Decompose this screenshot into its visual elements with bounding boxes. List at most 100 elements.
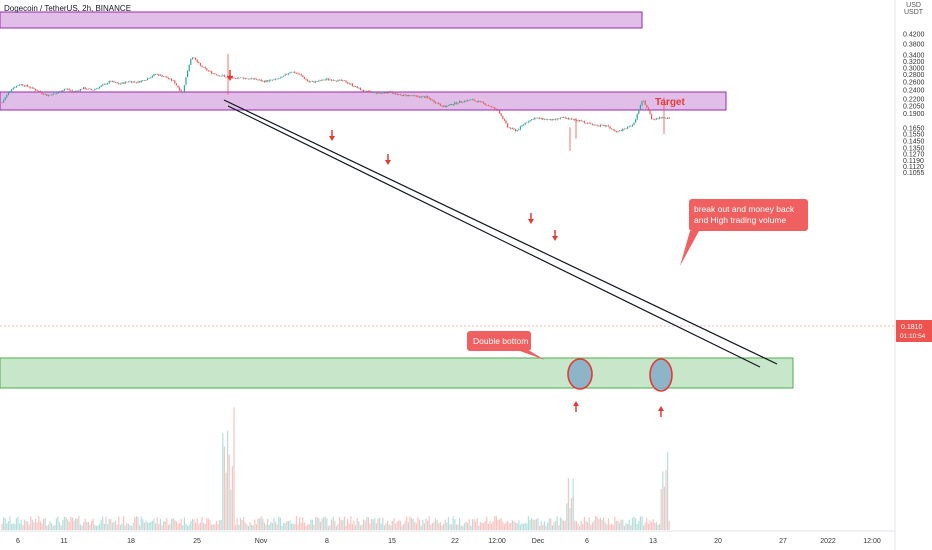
volume-bar (54, 524, 56, 530)
candle-body (612, 129, 614, 130)
price-tag-countdown: 01:10:54 (900, 333, 926, 340)
candle-body (260, 79, 262, 82)
volume-bar (663, 486, 665, 530)
volume-bar (252, 525, 254, 530)
candle-body (111, 81, 113, 82)
candle-body (241, 77, 243, 79)
candle-body (174, 80, 176, 84)
volume-bar (667, 451, 669, 530)
candle-body (393, 93, 395, 94)
up-arrow-head (658, 406, 664, 411)
volume-bar (110, 518, 112, 530)
target-zone (0, 91, 727, 111)
candle-body (115, 82, 117, 83)
candle-body (356, 86, 358, 88)
candle-body (340, 79, 342, 81)
volume-bar (411, 518, 413, 530)
volume-bar (219, 520, 221, 530)
candle-body (539, 117, 541, 119)
volume-bar (275, 521, 277, 530)
candle-body (129, 81, 131, 82)
volume-bar (35, 518, 37, 530)
volume-bar (337, 523, 339, 530)
candle-body (148, 78, 150, 79)
volume-bar (283, 523, 285, 530)
y-tick-label: 0.1120 (903, 164, 924, 171)
candle-body (163, 76, 165, 78)
candle-body (334, 80, 336, 81)
volume-bar (116, 524, 118, 530)
volume-bar (158, 523, 160, 530)
volume-bar (33, 522, 35, 530)
candle-body (636, 113, 638, 120)
volume-bar (668, 520, 670, 530)
chart-title: Dogecoin / TetherUS, 2h, BINANCE (4, 4, 132, 13)
x-tick-label: 20 (714, 538, 722, 545)
candle-body (54, 93, 56, 95)
volume-bar (523, 524, 525, 530)
candle-body (324, 79, 326, 81)
candle-body (321, 79, 323, 81)
volume-bar (331, 519, 333, 530)
trendline-lower[interactable] (227, 105, 761, 368)
volume-bar (500, 517, 502, 530)
candle-body (579, 120, 581, 122)
volume-bar (27, 521, 29, 530)
volume-bar (166, 518, 168, 530)
volume-bar (521, 523, 523, 530)
volume-bar (12, 523, 14, 530)
candle-body (190, 59, 192, 65)
volume-bar (449, 524, 451, 530)
volume-bar (260, 516, 262, 530)
breakout-callout: break out and money back and High tradin… (680, 199, 808, 266)
candle-body (44, 94, 46, 95)
volume-bar (153, 518, 155, 530)
candle-body (422, 96, 424, 97)
time-axis[interactable]: 6 11 18 25 Nov 8 15 22 12:00 Dec 6 13 20 27 2022 12:00 (0, 530, 895, 545)
volume-bar (6, 523, 8, 530)
candle-body (36, 90, 38, 91)
price-axis[interactable]: 0.4200 0.3800 0.34000.32000.30000.28000.26… (894, 0, 925, 550)
volume-bar (510, 522, 512, 530)
volume-bar (361, 524, 363, 530)
x-tick-label: 8 (325, 538, 329, 545)
candle-body (527, 121, 529, 123)
volume-bar (478, 525, 480, 530)
candle-body (643, 100, 645, 102)
volume-bar (343, 516, 345, 530)
candle-body (542, 117, 544, 120)
candle-body (63, 89, 65, 91)
candle-body (647, 107, 649, 111)
candle-body (611, 128, 613, 130)
candle-body (564, 117, 566, 119)
volume-bar (38, 516, 40, 530)
volume-bar (495, 516, 497, 530)
volume-bar (119, 525, 121, 530)
volume-bar (444, 519, 446, 530)
candle-body (12, 87, 14, 90)
volume-bar (262, 518, 264, 530)
candle-body (366, 90, 368, 92)
volume-bar (9, 516, 11, 530)
volume-bar (545, 525, 547, 530)
trendline-upper[interactable] (223, 99, 778, 365)
volume-bar (511, 520, 513, 530)
volume-bar (100, 519, 102, 530)
volume-bar (62, 520, 64, 530)
volume-bar (358, 521, 360, 530)
candle-body (342, 80, 344, 81)
volume-bar (550, 518, 552, 530)
candle-body (463, 100, 465, 102)
candle-body (419, 96, 421, 98)
candle-body (401, 95, 403, 97)
candle-body (25, 85, 27, 87)
candle-body (339, 79, 341, 81)
candle-body (222, 75, 224, 76)
volume-bar (163, 521, 165, 530)
volume-bar (391, 520, 393, 530)
volume-bar (284, 522, 286, 530)
volume-bar (436, 520, 438, 530)
candle-body (99, 86, 101, 89)
volume-bar (212, 524, 214, 530)
